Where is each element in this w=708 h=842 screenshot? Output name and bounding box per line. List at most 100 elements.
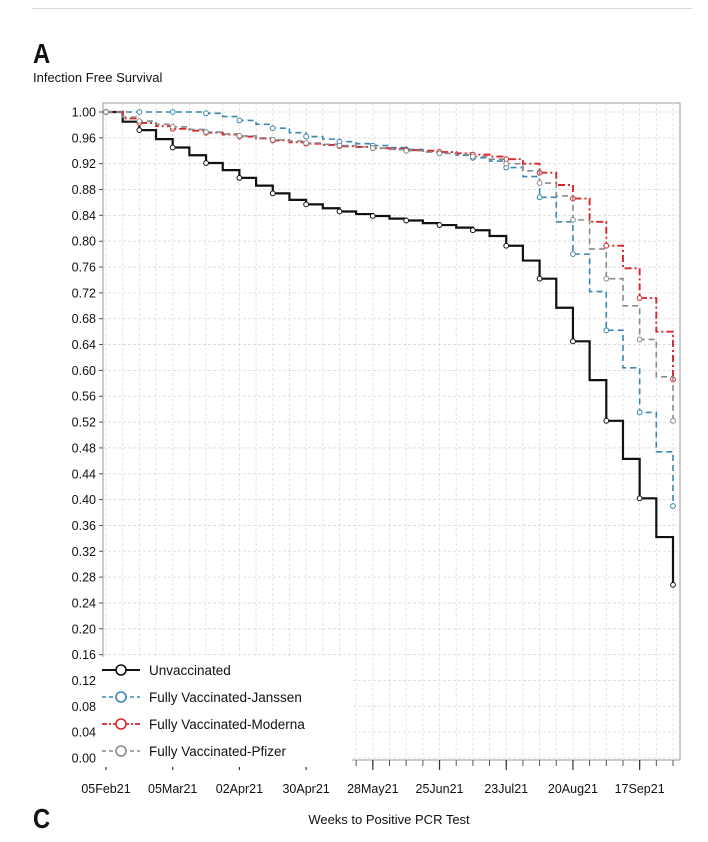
legend-swatch-moderna-icon: [102, 718, 140, 730]
legend-label-moderna: Fully Vaccinated-Moderna: [149, 716, 305, 732]
y-tick-label: 0.28: [72, 571, 96, 585]
x-tick-label: 23Jul21: [484, 782, 528, 796]
chart-legend: Unvaccinated Fully Vaccinated-Janssen Fu…: [97, 657, 352, 767]
y-tick-label: 0.56: [72, 390, 96, 404]
series-point-janssen: [269, 125, 276, 132]
legend-item-moderna: Fully Vaccinated-Moderna: [101, 713, 305, 735]
series-point-pfizer: [303, 140, 310, 146]
series-point-moderna: [636, 295, 643, 301]
series-point-unvaccinated: [603, 417, 610, 424]
series-point-janssen: [169, 109, 176, 115]
y-tick-label: 0.68: [72, 312, 96, 326]
series-point-pfizer: [670, 417, 676, 424]
y-tick-label: 0.48: [72, 441, 96, 455]
series-point-janssen: [203, 110, 209, 117]
series-point-pfizer: [403, 147, 410, 154]
series-point-janssen: [670, 503, 676, 509]
series-point-pfizer: [603, 275, 610, 282]
y-tick-label: 0.20: [72, 622, 96, 636]
x-tick-label: 02Apr21: [216, 782, 263, 796]
series-point-pfizer: [203, 129, 209, 135]
y-tick-label: 0.96: [72, 131, 96, 145]
series-point-pfizer: [570, 216, 576, 223]
series-point-moderna: [603, 242, 610, 249]
series-point-janssen: [303, 133, 310, 140]
series-point-janssen: [603, 327, 610, 334]
series-point-unvaccinated: [269, 190, 276, 197]
series-point-pfizer: [169, 123, 176, 130]
legend-label-pfizer: Fully Vaccinated-Pfizer: [149, 743, 287, 759]
series-point-pfizer: [103, 109, 109, 115]
series-point-unvaccinated: [436, 222, 443, 228]
y-tick-label: 0.16: [72, 648, 96, 662]
series-point-unvaccinated: [236, 174, 243, 181]
series-point-janssen: [136, 109, 143, 115]
y-tick-label: 0.88: [72, 183, 96, 197]
x-tick-label: 05Feb21: [81, 782, 130, 796]
series-point-unvaccinated: [303, 201, 310, 208]
y-tick-label: 0.64: [72, 338, 96, 352]
legend-item-janssen: Fully Vaccinated-Janssen: [101, 686, 302, 708]
series-point-unvaccinated: [670, 581, 676, 588]
y-tick-label: 0.72: [72, 286, 96, 300]
series-point-unvaccinated: [570, 338, 576, 345]
series-point-pfizer: [269, 136, 276, 143]
legend-label-unvaccinated: Unvaccinated: [149, 662, 231, 678]
y-axis-title: Infection Free Survival: [33, 70, 163, 85]
series-point-unvaccinated: [536, 275, 543, 282]
y-tick-label: 0.00: [72, 752, 96, 766]
series-point-unvaccinated: [403, 217, 410, 224]
series-point-janssen: [536, 194, 543, 201]
legend-swatch-unvaccinated-icon: [102, 664, 140, 676]
series-line-pfizer: [106, 111, 674, 421]
series-point-unvaccinated: [136, 127, 143, 133]
x-tick-label: 25Jun21: [416, 782, 464, 796]
y-tick-label: 0.08: [72, 700, 96, 714]
series-point-pfizer: [503, 160, 510, 167]
series-point-janssen: [570, 251, 576, 258]
series-point-pfizer: [369, 145, 376, 152]
y-tick-label: 0.24: [72, 596, 96, 610]
legend-swatch-janssen-icon: [102, 691, 140, 703]
x-axis-title: Weeks to Positive PCR Test: [308, 812, 470, 827]
y-tick-label: 0.80: [72, 235, 96, 249]
x-tick-label: 28May21: [347, 782, 398, 796]
panel-label-c: C: [33, 803, 51, 834]
y-tick-label: 0.60: [72, 364, 96, 378]
y-tick-label: 0.04: [72, 726, 96, 740]
top-divider: [32, 8, 692, 9]
series-point-unvaccinated: [636, 495, 643, 502]
series-point-pfizer: [436, 150, 443, 157]
y-tick-label: 0.92: [72, 157, 96, 171]
legend-item-pfizer: Fully Vaccinated-Pfizer: [101, 740, 286, 762]
series-point-pfizer: [336, 142, 343, 149]
series-point-unvaccinated: [503, 242, 510, 249]
series-point-pfizer: [536, 180, 543, 186]
x-tick-label: 17Sep21: [615, 782, 665, 796]
x-tick-label: 20Aug21: [548, 782, 598, 796]
y-tick-label: 0.32: [72, 545, 96, 559]
y-tick-label: 0.36: [72, 519, 96, 533]
series-point-pfizer: [636, 336, 643, 343]
series-point-unvaccinated: [369, 213, 376, 219]
panel-label-a: A: [33, 38, 51, 69]
series-point-unvaccinated: [203, 160, 209, 166]
legend-swatch-pfizer-icon: [102, 745, 140, 757]
legend-item-unvaccinated: Unvaccinated: [101, 659, 231, 681]
series-point-unvaccinated: [169, 144, 176, 151]
series-point-pfizer: [469, 153, 476, 160]
y-tick-label: 0.76: [72, 261, 96, 275]
x-tick-label: 30Apr21: [282, 782, 329, 796]
series-point-pfizer: [236, 133, 243, 139]
series-point-unvaccinated: [336, 208, 343, 215]
plot-frame: [102, 102, 681, 761]
y-tick-label: 0.44: [72, 467, 96, 481]
series-point-janssen: [236, 117, 243, 124]
y-tick-label: 0.40: [72, 493, 96, 507]
series-point-unvaccinated: [469, 227, 476, 234]
y-tick-label: 1.00: [72, 106, 96, 120]
series-point-janssen: [636, 409, 643, 416]
y-tick-label: 0.52: [72, 416, 96, 430]
y-tick-label: 0.84: [72, 209, 96, 223]
